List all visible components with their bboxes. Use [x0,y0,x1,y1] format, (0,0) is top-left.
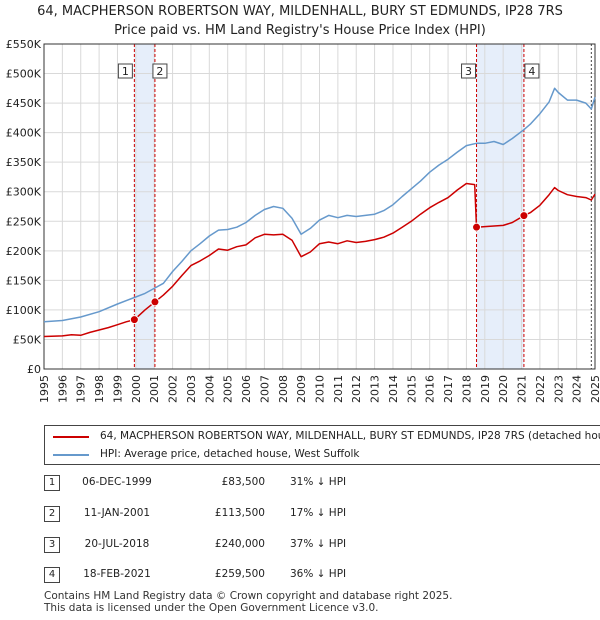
y-tick-label: £200K [6,245,42,258]
x-tick-label: 2024 [571,375,584,403]
sale-price: £113,500 [214,507,265,519]
sale-price: £259,500 [214,568,265,580]
x-tick-label: 2003 [185,375,198,403]
x-tick-label: 2002 [167,375,180,403]
y-tick-label: £550K [6,38,42,51]
footer-licence: This data is licensed under the Open Gov… [44,602,379,614]
sale-point [472,222,482,232]
x-tick-label: 2020 [497,375,510,403]
legend-item-property: 64, MACPHERSON ROBERTSON WAY, MILDENHALL… [45,427,600,445]
x-tick-label: 1996 [56,375,69,403]
sale-marker-label: 4 [44,567,60,583]
y-tick-label: £0 [27,363,41,376]
shaded-period-1 [134,44,155,369]
x-tick-label: 2006 [240,375,253,403]
x-tick-label: 2021 [516,375,529,403]
x-tick-label: 2019 [479,375,492,403]
sale-date: 06-DEC-1999 [82,476,152,488]
x-tick-label: 2001 [148,375,161,403]
title-line-2: Price paid vs. HM Land Registry's House … [114,23,486,38]
table-row: 4 18-FEB-2021 £259,500 36% ↓ HPI [0,567,600,587]
sale-date: 18-FEB-2021 [83,568,151,580]
x-tick-label: 2018 [460,375,473,403]
sale-date: 11-JAN-2001 [83,507,151,519]
chart-title: 64, MACPHERSON ROBERTSON WAY, MILDENHALL… [0,2,600,40]
sale-hpi-diff: 31% ↓ HPI [290,476,347,488]
title-line-1: 64, MACPHERSON ROBERTSON WAY, MILDENHALL… [37,4,563,19]
plot-border [43,43,596,370]
sale-label-text: 1 [122,65,129,78]
legend-label-hpi: HPI: Average price, detached house, West… [100,448,360,460]
legend-label-property: 64, MACPHERSON ROBERTSON WAY, MILDENHALL… [100,430,600,442]
table-row: 3 20-JUL-2018 £240,000 37% ↓ HPI [0,537,600,557]
x-tick-label: 2011 [332,375,345,403]
legend-swatch-property [53,436,89,438]
x-tick-label: 1997 [75,375,88,403]
footer-copyright: Contains HM Land Registry data © Crown c… [44,590,453,602]
sale-marker-label: 1 [44,475,60,491]
y-tick-label: £50K [13,333,42,346]
x-tick-label: 2013 [369,375,382,403]
price-chart: £0 £50K £100K £150K £200K £250K £300K £350K £400… [6,38,600,403]
x-tick-label: 2010 [314,375,327,403]
sale-point [519,211,529,221]
sale-price: £240,000 [214,538,265,550]
sale-marker-label: 2 [44,506,60,522]
x-tick-label: 2005 [222,375,235,403]
sale-date: 20-JUL-2018 [84,538,150,550]
sale-label-box [461,63,477,79]
sale-label-box [152,63,168,79]
x-tick-label: 2009 [295,375,308,403]
x-tick-label: 2000 [130,375,143,403]
x-tick-label: 2022 [534,375,547,403]
x-tick-label: 2012 [350,375,363,403]
footer: Contains HM Land Registry data © Crown c… [44,590,452,614]
x-tick-label: 2004 [203,375,216,403]
x-tick-label: 2016 [424,375,437,403]
property-price-line [43,182,596,338]
sale-label-text: 2 [156,65,163,78]
table-row: 1 06-DEC-1999 £83,500 31% ↓ HPI [0,475,600,495]
legend-swatch-hpi [53,454,89,456]
x-tick-label: 1999 [111,375,124,403]
sale-price: £83,500 [221,476,265,488]
hpi-line [43,87,596,323]
sale-label-box [117,63,133,79]
sale-marker-label: 3 [44,537,60,553]
y-tick-label: £350K [6,156,42,169]
y-tick-label: £450K [6,97,42,110]
sale-point [129,315,139,325]
x-tick-label: 2025 [589,375,600,403]
x-tick-label: 1998 [93,375,106,403]
sale-hpi-diff: 17% ↓ HPI [290,507,347,519]
x-tick-label: 2014 [387,375,400,403]
legend-item-hpi: HPI: Average price, detached house, West… [45,445,600,463]
sale-label-box [524,63,540,79]
sale-label-text: 3 [465,65,472,78]
y-tick-label: £150K [6,274,42,287]
y-tick-label: £250K [6,215,42,228]
legend: 64, MACPHERSON ROBERTSON WAY, MILDENHALL… [44,425,600,465]
x-tick-label: 2007 [258,375,271,403]
shaded-period-2 [476,44,524,369]
x-tick-label: 1995 [38,375,51,403]
x-tick-label: 2008 [277,375,290,403]
y-tick-label: £500K [6,68,42,81]
y-tick-label: £300K [6,186,42,199]
sale-label-text: 4 [528,65,535,78]
x-tick-label: 2015 [405,375,418,403]
table-row: 2 11-JAN-2001 £113,500 17% ↓ HPI [0,506,600,526]
sale-hpi-diff: 36% ↓ HPI [290,568,347,580]
sale-hpi-diff: 37% ↓ HPI [290,538,347,550]
y-tick-label: £100K [6,304,42,317]
x-tick-label: 2023 [552,375,565,403]
y-tick-label: £400K [6,127,42,140]
x-tick-label: 2017 [442,375,455,403]
sale-point [150,297,160,307]
